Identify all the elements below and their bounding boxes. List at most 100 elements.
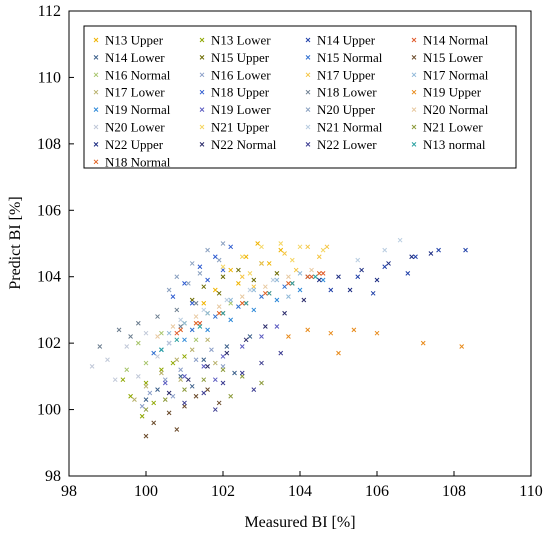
data-point [436, 247, 441, 253]
data-point [139, 413, 145, 419]
data-point [286, 294, 291, 299]
data-point [201, 284, 207, 290]
data-point [143, 433, 149, 439]
data-point [143, 383, 149, 389]
x-tick-label: 102 [211, 483, 235, 500]
data-point [355, 257, 361, 263]
series-n20-normal [155, 267, 314, 339]
legend-marker [93, 89, 99, 95]
data-point [182, 281, 187, 286]
data-point [270, 277, 276, 283]
data-point [201, 357, 207, 363]
data-point [105, 357, 110, 363]
legend-label: N15 Lower [423, 50, 483, 65]
series-n18-normal [178, 271, 322, 333]
data-point [166, 330, 172, 336]
data-point [205, 387, 210, 392]
legend-label: N18 Normal [105, 154, 171, 169]
legend-marker [199, 142, 205, 147]
data-point [309, 274, 314, 280]
y-tick-label: 108 [37, 136, 61, 153]
data-point [209, 347, 214, 353]
data-point [313, 274, 318, 280]
series-n20-lower [89, 330, 172, 383]
legend-marker [199, 107, 205, 112]
legend-marker [93, 37, 99, 43]
legend-marker [411, 55, 417, 60]
data-point [205, 364, 210, 369]
legend-marker [305, 142, 311, 147]
points-layer [89, 237, 468, 439]
data-point [212, 407, 218, 412]
data-point [278, 247, 284, 253]
legend-marker [305, 107, 311, 112]
data-point [182, 374, 187, 379]
data-point [170, 360, 176, 366]
data-point [413, 254, 418, 260]
data-point [212, 360, 218, 366]
series-n21-lower [143, 367, 264, 412]
data-point [324, 244, 330, 250]
data-point [155, 314, 160, 319]
data-point [166, 287, 172, 293]
data-point [124, 344, 130, 349]
legend-label: N20 Lower [105, 120, 165, 135]
data-point [328, 287, 334, 293]
data-point [182, 320, 187, 326]
data-point [97, 344, 103, 349]
data-point [170, 393, 176, 399]
series-n17-normal [166, 271, 303, 336]
data-point [274, 324, 280, 329]
data-point [259, 294, 264, 299]
data-point [228, 267, 234, 273]
y-axis: 98 100 102 104 106 108 110 112 [37, 3, 74, 485]
legend-marker [411, 89, 417, 95]
data-point [236, 267, 241, 273]
legend-item: N18 Upper [199, 85, 270, 100]
data-point [212, 287, 218, 293]
data-point [239, 344, 245, 349]
x-tick-label: 98 [61, 483, 77, 500]
legend-label: N15 Upper [211, 50, 270, 65]
data-point [174, 274, 180, 280]
legend-item: N15 Upper [199, 50, 270, 65]
data-point [301, 297, 307, 303]
data-point [178, 327, 184, 333]
data-point [259, 360, 264, 366]
data-point [216, 257, 222, 263]
legend-item: N22 Lower [305, 137, 377, 152]
data-point [297, 287, 303, 293]
data-point [155, 354, 160, 359]
data-point [278, 241, 284, 246]
data-point [174, 307, 180, 313]
data-point [205, 337, 210, 343]
legend-label: N18 Lower [317, 85, 377, 100]
data-point [282, 310, 287, 316]
legend-item: N19 Upper [411, 85, 482, 100]
legend-label: N22 Lower [317, 137, 377, 152]
data-point [228, 244, 234, 250]
legend-item: N19 Lower [199, 102, 271, 117]
y-tick-label: 100 [37, 402, 61, 419]
data-point [189, 347, 195, 353]
data-point [309, 267, 314, 273]
data-point [259, 261, 264, 266]
data-point [166, 340, 172, 346]
data-point [216, 310, 222, 316]
data-point [405, 271, 411, 276]
legend-marker [93, 72, 99, 78]
data-point [320, 277, 326, 283]
data-point [174, 330, 180, 336]
x-tick-label: 108 [442, 483, 466, 500]
data-point [143, 360, 149, 366]
y-tick-label: 104 [37, 269, 61, 286]
legend-label: N15 Normal [317, 50, 383, 65]
legend-label: N16 Normal [105, 67, 171, 82]
data-point [193, 393, 199, 399]
data-point [262, 284, 268, 290]
data-point [189, 327, 195, 333]
legend-marker [305, 55, 311, 60]
data-point [297, 244, 303, 250]
data-point [205, 277, 210, 283]
data-point [351, 327, 357, 333]
